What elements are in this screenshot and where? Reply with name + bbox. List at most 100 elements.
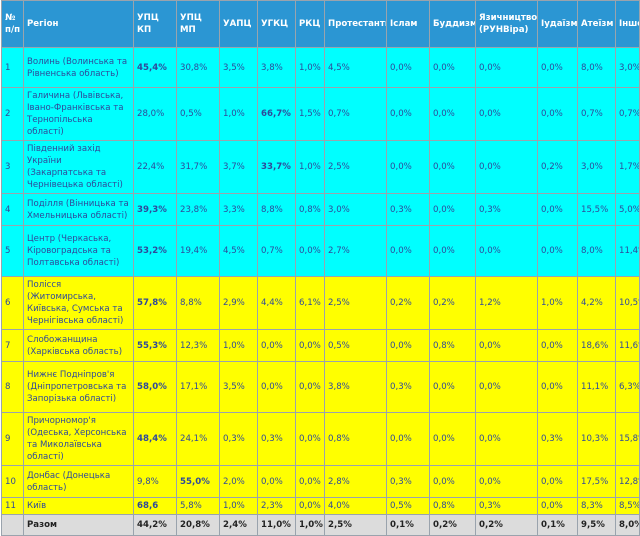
table-row: 4 Поділля (Вінницька та Хмельницька облас…: [1, 193, 640, 226]
cell-other: 15,8%: [615, 412, 640, 466]
cell-ugcc: 0,0%: [257, 361, 296, 413]
table-row: 6 Полісся (Житомирська, Київська, Сумська…: [1, 276, 640, 330]
cell-rcc: 1,0%: [295, 140, 325, 194]
cell-protestants: 2,8%: [324, 465, 387, 498]
cell-atheism: 8,3%: [577, 497, 616, 515]
cell-rcc: 0,0%: [295, 465, 325, 498]
cell-atheism: 18,6%: [577, 329, 616, 362]
cell-islam: 0,0%: [386, 225, 430, 277]
cell-judaism: 0,0%: [537, 225, 578, 277]
cell-number: 1: [1, 47, 24, 88]
cell-upc-kp: 53,2%: [133, 225, 177, 277]
cell-atheism: 10,3%: [577, 412, 616, 466]
cell-atheism: 4,2%: [577, 276, 616, 330]
cell-protestants: 4,0%: [324, 497, 387, 515]
cell-number: 2: [1, 87, 24, 141]
cell-upc-mp: 55,0%: [176, 465, 220, 498]
cell-paganism: 0,0%: [475, 329, 538, 362]
cell-judaism: 0,3%: [537, 412, 578, 466]
cell-protestants: 2,5%: [324, 276, 387, 330]
header-upc-kp: УПЦ КП: [133, 0, 177, 48]
header-region: Регіон: [23, 0, 134, 48]
cell-upc-mp: 5,8%: [176, 497, 220, 515]
cell-number: 3: [1, 140, 24, 194]
total-cell-region: Разом: [23, 514, 134, 536]
cell-islam: 0,0%: [386, 412, 430, 466]
cell-paganism: 0,0%: [475, 465, 538, 498]
cell-paganism: 0,0%: [475, 87, 538, 141]
table-row: 8 Нижнє Подніпров'я (Дніпропетровська та …: [1, 361, 640, 413]
cell-upc-mp: 19,4%: [176, 225, 220, 277]
cell-other: 1,7%: [615, 140, 640, 194]
total-row: Разом 44,2% 20,8% 2,4% 11,0% 1,0% 2,5% 0,1% 0,2%…: [1, 514, 640, 536]
cell-region: Причорномор'я (Одеська, Херсонська та Ми…: [23, 412, 134, 466]
cell-atheism: 0,7%: [577, 87, 616, 141]
cell-atheism: 8,0%: [577, 47, 616, 88]
cell-atheism: 11,1%: [577, 361, 616, 413]
header-islam: Іслам: [386, 0, 430, 48]
cell-buddhism: 0,0%: [429, 87, 476, 141]
cell-rcc: 1,0%: [295, 47, 325, 88]
cell-islam: 0,3%: [386, 465, 430, 498]
cell-buddhism: 0,0%: [429, 361, 476, 413]
table-row: 11 Київ 68,6 5,8% 1,0% 2,3% 0,0% 4,0% 0,5% 0,8% 0,…: [1, 497, 640, 515]
cell-paganism: 0,0%: [475, 140, 538, 194]
total-cell-paganism: 0,2%: [475, 514, 538, 536]
cell-uapc: 3,5%: [219, 361, 258, 413]
header-uapc: УАПЦ: [219, 0, 258, 48]
cell-paganism: 0,0%: [475, 412, 538, 466]
cell-region: Полісся (Житомирська, Київська, Сумська …: [23, 276, 134, 330]
total-cell-atheism: 9,5%: [577, 514, 616, 536]
cell-ugcc: 3,8%: [257, 47, 296, 88]
header-other: Інше: [615, 0, 640, 48]
cell-islam: 0,5%: [386, 497, 430, 515]
cell-upc-kp: 22,4%: [133, 140, 177, 194]
cell-ugcc: 66,7%: [257, 87, 296, 141]
total-cell-islam: 0,1%: [386, 514, 430, 536]
total-cell-upc-kp: 44,2%: [133, 514, 177, 536]
cell-islam: 0,0%: [386, 47, 430, 88]
cell-upc-mp: 23,8%: [176, 193, 220, 226]
cell-number: 9: [1, 412, 24, 466]
cell-other: 11,4%: [615, 225, 640, 277]
cell-buddhism: 0,8%: [429, 497, 476, 515]
cell-judaism: 0,0%: [537, 361, 578, 413]
cell-uapc: 1,0%: [219, 87, 258, 141]
cell-number: 8: [1, 361, 24, 413]
cell-upc-kp: 68,6: [133, 497, 177, 515]
total-cell-judaism: 0,1%: [537, 514, 578, 536]
cell-islam: 0,3%: [386, 193, 430, 226]
cell-region: Нижнє Подніпров'я (Дніпропетровська та З…: [23, 361, 134, 413]
table-row: 5 Центр (Черкаська, Кіровоградська та Пол…: [1, 225, 640, 277]
cell-paganism: 0,3%: [475, 497, 538, 515]
header-buddhism: Буддизм: [429, 0, 476, 48]
cell-upc-kp: 28,0%: [133, 87, 177, 141]
cell-uapc: 2,9%: [219, 276, 258, 330]
cell-judaism: 0,0%: [537, 329, 578, 362]
cell-judaism: 1,0%: [537, 276, 578, 330]
cell-upc-kp: 45,4%: [133, 47, 177, 88]
cell-number: 4: [1, 193, 24, 226]
cell-protestants: 3,0%: [324, 193, 387, 226]
cell-number: 7: [1, 329, 24, 362]
table-row: 2 Галичина (Львівська, Івано-Франківська …: [1, 87, 640, 141]
cell-uapc: 1,0%: [219, 497, 258, 515]
cell-ugcc: 4,4%: [257, 276, 296, 330]
cell-rcc: 0,0%: [295, 329, 325, 362]
cell-upc-mp: 30,8%: [176, 47, 220, 88]
cell-upc-mp: 24,1%: [176, 412, 220, 466]
cell-islam: 0,3%: [386, 361, 430, 413]
cell-islam: 0,2%: [386, 276, 430, 330]
cell-number: 11: [1, 497, 24, 515]
header-judaism: Іудаїзм: [537, 0, 578, 48]
cell-upc-mp: 17,1%: [176, 361, 220, 413]
cell-judaism: 0,0%: [537, 465, 578, 498]
cell-protestants: 3,8%: [324, 361, 387, 413]
cell-uapc: 0,3%: [219, 412, 258, 466]
cell-upc-kp: 55,3%: [133, 329, 177, 362]
total-cell-protestants: 2,5%: [324, 514, 387, 536]
cell-upc-kp: 58,0%: [133, 361, 177, 413]
table-row: 3 Південний захід України (Закарпатська т…: [1, 140, 640, 194]
cell-region: Волинь (Волинська та Рівненська область): [23, 47, 134, 88]
header-number: № п/п: [1, 0, 24, 48]
